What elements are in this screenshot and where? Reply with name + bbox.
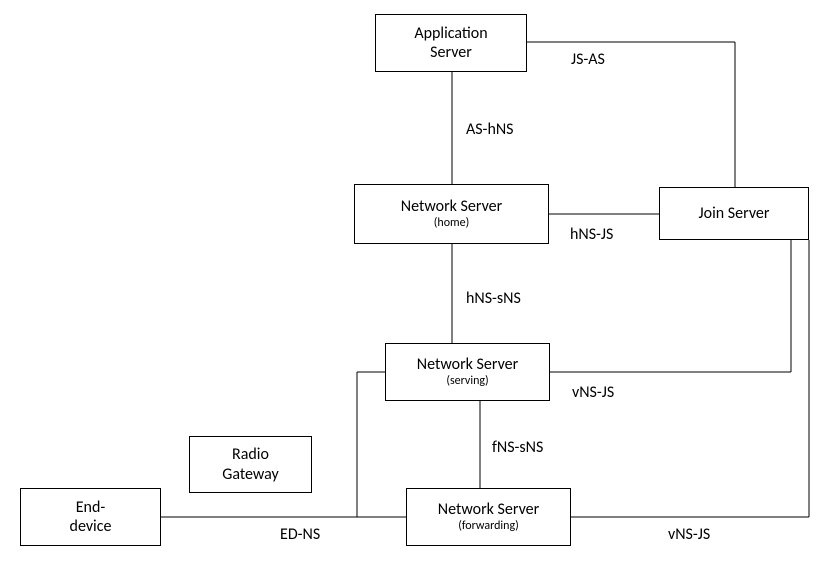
node-end-device: End-device — [20, 488, 161, 546]
node-title: Network Server — [438, 500, 539, 519]
edge-label-vns-js-1: vNS-JS — [572, 383, 614, 402]
node-join-server: Join Server — [659, 187, 809, 240]
node-ns-forwarding: Network Server(forwarding) — [406, 488, 571, 546]
edge-label-hns-sns: hNS-sNS — [466, 289, 521, 308]
edge-label-vns-js-2: vNS-JS — [668, 525, 710, 544]
node-subtitle: (serving) — [446, 374, 488, 388]
node-subtitle: (home) — [434, 216, 469, 230]
node-title: Network Server — [417, 355, 518, 374]
edge-label-as-hns: AS-hNS — [466, 120, 514, 139]
node-subtitle: (forwarding) — [458, 519, 519, 533]
edge-label-js-as: JS-AS — [571, 50, 605, 69]
node-title: Network Server — [401, 197, 502, 216]
node-title: End-device — [70, 498, 112, 536]
node-app-server: ApplicationServer — [375, 14, 527, 72]
node-ns-home: Network Server(home) — [354, 184, 549, 244]
edge-label-ed-ns: ED-NS — [280, 525, 320, 544]
edge-label-fns-sns: fNS-sNS — [492, 438, 543, 457]
edge-label-hns-js: hNS-JS — [570, 225, 613, 244]
node-title: ApplicationServer — [414, 24, 487, 62]
node-title: Join Server — [699, 204, 770, 223]
node-radio-gateway: RadioGateway — [189, 436, 312, 493]
node-ns-serving: Network Server(serving) — [385, 343, 550, 401]
node-title: RadioGateway — [222, 445, 279, 483]
